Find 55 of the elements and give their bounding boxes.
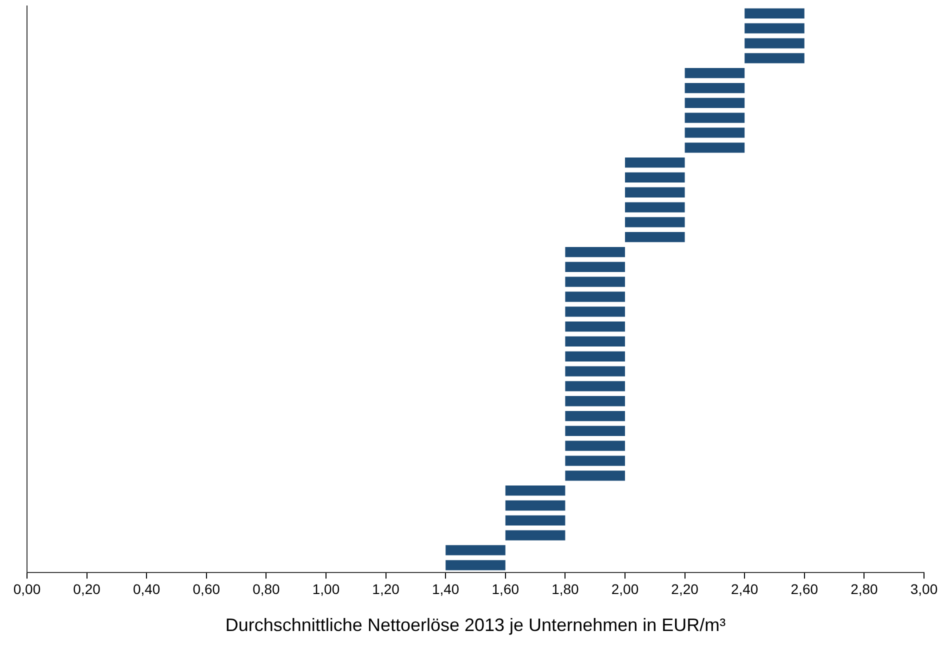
bar (565, 306, 625, 317)
bar (565, 410, 625, 422)
bar (744, 23, 804, 34)
x-tick-label: 1,80 (552, 580, 580, 597)
bar (565, 351, 625, 362)
bar (565, 396, 625, 406)
x-tick-label: 2,40 (730, 580, 758, 597)
x-axis-title: Durchschnittliche Nettoerlöse 2013 je Unternehmen in EUR/m³ (225, 615, 726, 636)
bar (625, 157, 685, 168)
x-tick-label: 2,60 (790, 580, 818, 597)
bar (565, 246, 625, 258)
bar (565, 440, 625, 451)
bar (446, 560, 506, 570)
bar (505, 530, 566, 540)
bar (684, 98, 745, 108)
bar (684, 128, 745, 138)
bar (625, 217, 685, 228)
bar (505, 515, 566, 526)
bar (625, 172, 685, 183)
x-tick-label: 2,20 (671, 580, 699, 597)
x-tick-label: 0,20 (73, 580, 101, 597)
bar (684, 68, 745, 78)
x-tick-label: 2,00 (611, 580, 639, 597)
x-tick-label: 0,40 (132, 580, 160, 597)
bar (565, 366, 625, 376)
bar (565, 470, 625, 481)
bar (625, 187, 685, 198)
x-tick-label: 1,40 (432, 580, 460, 597)
x-tick-label: 1,00 (312, 580, 340, 597)
bar (744, 38, 804, 48)
bar (565, 426, 625, 436)
bar (565, 381, 625, 392)
bar (684, 82, 745, 94)
x-tick-label: 3,00 (910, 580, 938, 597)
bar (565, 456, 625, 466)
x-tick-label: 1,60 (492, 580, 520, 597)
bar (565, 262, 625, 272)
bar (505, 500, 566, 511)
bar (625, 232, 685, 242)
bar (684, 112, 745, 123)
bar (505, 486, 566, 496)
x-tick-label: 0,00 (13, 580, 41, 597)
x-tick-label: 0,80 (252, 580, 280, 597)
bar (625, 202, 685, 212)
bar (565, 336, 625, 347)
x-tick-label: 0,60 (192, 580, 220, 597)
bar (744, 53, 804, 64)
x-tick-label: 2,80 (850, 580, 878, 597)
bar (565, 292, 625, 302)
bar (565, 276, 625, 287)
bar (744, 8, 804, 19)
bar (565, 322, 625, 332)
bar (446, 545, 506, 556)
x-tick-label: 1,20 (372, 580, 400, 597)
bar (684, 142, 745, 153)
